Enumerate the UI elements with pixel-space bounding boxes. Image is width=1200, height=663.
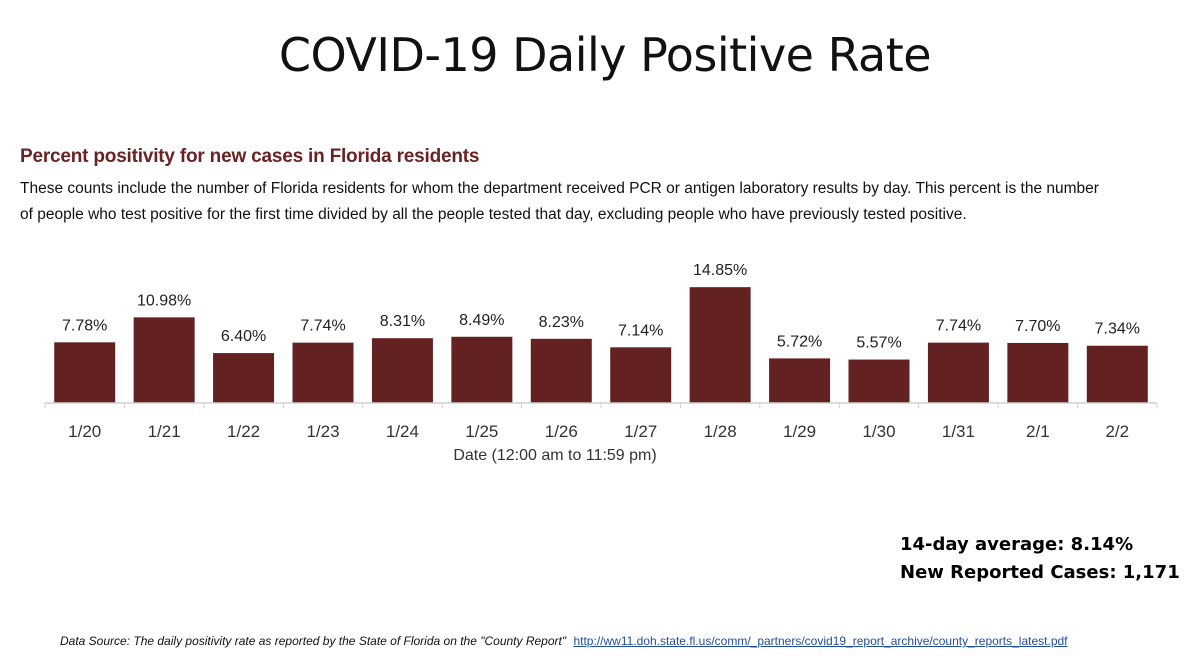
positivity-bar-chart: 7.78% 1/20 10.98% 1/21 6.40% 1/22 7.74% 1/23 8.3… xyxy=(44,262,1158,464)
bar-1-29 xyxy=(769,358,831,403)
bar-value-label: 14.85% xyxy=(693,262,747,279)
bar-value-label: 10.98% xyxy=(137,292,191,309)
bar-value-label: 7.78% xyxy=(62,317,107,334)
x-tick-label: 1/21 xyxy=(148,422,181,441)
x-tick-label: 1/27 xyxy=(624,422,657,441)
x-tick-label: 1/30 xyxy=(862,422,895,441)
labels-layer: 7.78% 1/20 10.98% 1/21 6.40% 1/22 7.74% 1/23 8.3… xyxy=(62,262,1140,441)
bar-value-label: 7.74% xyxy=(300,318,345,335)
bar-2-2 xyxy=(1086,345,1148,403)
new-reported-cases: New Reported Cases: 1,171 xyxy=(900,562,1180,583)
x-tick-label: 1/25 xyxy=(465,422,498,441)
x-tick-label: 1/28 xyxy=(704,422,737,441)
bar-1-30 xyxy=(848,359,910,403)
bar-1-27 xyxy=(610,347,672,403)
bar-1-25 xyxy=(451,336,513,403)
bar-value-label: 7.74% xyxy=(936,318,981,335)
data-source-link[interactable]: http://ww11.doh.state.fl.us/comm/_partne… xyxy=(573,634,1068,648)
data-source-footer: Data Source: The daily positivity rate a… xyxy=(60,634,1068,648)
bar-value-label: 8.31% xyxy=(380,313,425,330)
bar-2-1 xyxy=(1007,342,1069,403)
x-tick-label: 1/31 xyxy=(942,422,975,441)
bar-1-26 xyxy=(530,338,592,403)
bar-1-24 xyxy=(371,338,433,403)
bar-value-label: 7.14% xyxy=(618,322,663,339)
bar-value-label: 5.57% xyxy=(856,335,901,352)
bar-1-23 xyxy=(292,342,354,403)
x-tick-label: 1/26 xyxy=(545,422,578,441)
chart-heading: Percent positivity for new cases in Flor… xyxy=(20,146,480,167)
bar-1-22 xyxy=(213,353,275,403)
bar-value-label: 6.40% xyxy=(221,328,266,345)
x-axis-title: Date (12:00 am to 11:59 pm) xyxy=(453,447,656,464)
data-source-text: Data Source: The daily positivity rate a… xyxy=(60,634,567,648)
ticks-layer xyxy=(44,403,1158,408)
bar-1-31 xyxy=(927,342,989,403)
chart-description: These counts include the number of Flori… xyxy=(20,180,1099,223)
bar-1-21 xyxy=(133,317,195,403)
slide-title: COVID-19 Daily Positive Rate xyxy=(278,28,932,82)
bar-1-28 xyxy=(689,287,751,403)
bar-value-label: 7.70% xyxy=(1015,318,1060,335)
bars-layer xyxy=(54,287,1148,403)
x-tick-label: 2/1 xyxy=(1026,422,1050,441)
x-tick-label: 1/23 xyxy=(306,422,339,441)
fourteen-day-average: 14-day average: 8.14% xyxy=(900,534,1134,555)
x-tick-label: 1/24 xyxy=(386,422,419,441)
bar-value-label: 8.49% xyxy=(459,312,504,329)
bar-value-label: 8.23% xyxy=(539,314,584,331)
x-tick-label: 1/20 xyxy=(68,422,101,441)
bar-value-label: 7.34% xyxy=(1095,321,1140,338)
bar-value-label: 5.72% xyxy=(777,333,822,350)
x-tick-label: 2/2 xyxy=(1105,422,1129,441)
x-tick-label: 1/29 xyxy=(783,422,816,441)
bar-1-20 xyxy=(54,342,116,403)
x-tick-label: 1/22 xyxy=(227,422,260,441)
